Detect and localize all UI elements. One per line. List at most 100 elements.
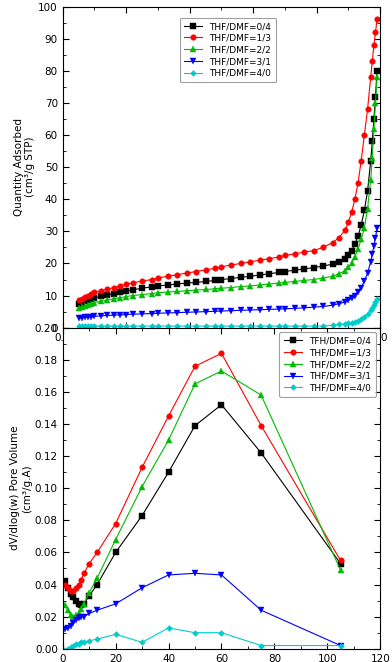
THF/DMF=3/1 xyxy=(65,624,71,632)
THF/DMF=3/1 xyxy=(98,312,103,320)
THF/DMF=4/0 xyxy=(140,322,144,330)
THF/DMF=3/1 xyxy=(92,312,97,320)
THF/DMF=3/1 xyxy=(89,313,94,321)
THF/DMF=4/0 xyxy=(149,322,154,330)
THF/DMF=3/1 xyxy=(76,614,81,622)
THF/DMF=2/2 xyxy=(156,289,160,297)
THF/DMF=4/0 xyxy=(89,322,94,330)
THF/DMF=2/2 xyxy=(259,391,263,399)
THF/DMF=1/3 xyxy=(267,255,271,263)
THF/DMF=0/4 xyxy=(302,265,307,273)
THF/DMF=2/2 xyxy=(166,436,171,444)
TFH/DMF=0/4 xyxy=(219,401,224,408)
THF/DMF=2/2 xyxy=(276,279,281,287)
THF/DMF=2/2 xyxy=(356,245,360,253)
Y-axis label: Quantity Adsorbed
(cm³/g STP): Quantity Adsorbed (cm³/g STP) xyxy=(14,118,35,216)
THF/DMF=1/3 xyxy=(257,256,262,264)
THF/DMF=2/2 xyxy=(362,224,367,232)
THF/DMF=0/4 xyxy=(359,221,363,229)
THF/DMF=2/2 xyxy=(292,277,297,285)
THF/DMF=4/0 xyxy=(71,641,76,649)
THF/DMF=1/3 xyxy=(349,208,354,216)
THF/DMF=3/1 xyxy=(372,242,376,250)
THF/DMF=1/3 xyxy=(229,261,233,269)
THF/DMF=2/2 xyxy=(105,296,109,304)
THF/DMF=2/2 xyxy=(130,291,135,299)
THF/DMF=0/4 xyxy=(219,275,224,283)
THF/DMF=1/3 xyxy=(156,274,160,282)
THF/DMF=0/4 xyxy=(283,267,287,275)
THF/DMF=1/3 xyxy=(130,279,135,287)
THF/DMF=1/3 xyxy=(372,41,376,49)
THF/DMF=3/1 xyxy=(74,616,78,624)
Line: THF/DMF=1/3: THF/DMF=1/3 xyxy=(76,17,380,303)
THF/DMF=4/0 xyxy=(166,624,171,632)
THF/DMF=2/2 xyxy=(76,610,81,618)
X-axis label: Relative Pressure (P/Po): Relative Pressure (P/Po) xyxy=(155,346,288,355)
THF/DMF=4/0 xyxy=(74,640,78,648)
THF/DMF=0/4 xyxy=(89,295,94,303)
THF/DMF=0/4 xyxy=(140,284,144,292)
THF/DMF=0/4 xyxy=(356,232,360,240)
THF/DMF=2/2 xyxy=(372,124,376,132)
THF/DMF=4/0 xyxy=(349,318,354,326)
THF/DMF=4/0 xyxy=(219,629,224,637)
THF/DMF=2/2 xyxy=(248,282,252,290)
THF/DMF=3/1 xyxy=(321,303,325,310)
Y-axis label: dV/dlog(w) Pore Volume
(cm³/g.A): dV/dlog(w) Pore Volume (cm³/g.A) xyxy=(10,426,32,551)
THF/DMF=1/3 xyxy=(92,289,97,297)
THF/DMF=4/0 xyxy=(83,322,87,330)
THF/DMF=0/4 xyxy=(184,279,189,287)
THF/DMF=1/3 xyxy=(83,293,87,301)
THF/DMF=0/4 xyxy=(267,270,271,278)
THF/DMF=1/3 xyxy=(192,362,197,370)
THF/DMF=4/0 xyxy=(321,322,325,330)
Line: THF/DMF=1/3: THF/DMF=1/3 xyxy=(63,351,343,594)
THF/DMF=4/0 xyxy=(192,629,197,637)
Line: THF/DMF=2/2: THF/DMF=2/2 xyxy=(63,368,343,620)
THF/DMF=1/3 xyxy=(63,581,68,589)
THF/DMF=4/0 xyxy=(79,638,83,646)
THF/DMF=2/2 xyxy=(338,566,343,574)
THF/DMF=3/1 xyxy=(276,305,281,313)
THF/DMF=0/4 xyxy=(130,286,135,294)
THF/DMF=4/0 xyxy=(165,322,170,330)
THF/DMF=1/3 xyxy=(140,277,144,285)
THF/DMF=2/2 xyxy=(203,285,208,293)
THF/DMF=4/0 xyxy=(203,322,208,330)
THF/DMF=4/0 xyxy=(372,301,376,308)
THF/DMF=2/2 xyxy=(349,260,354,267)
THF/DMF=2/2 xyxy=(219,284,224,292)
TFH/DMF=0/4 xyxy=(338,559,343,567)
THF/DMF=3/1 xyxy=(311,303,316,311)
THF/DMF=0/4 xyxy=(276,269,281,277)
THF/DMF=2/2 xyxy=(267,280,271,288)
THF/DMF=3/1 xyxy=(156,309,160,317)
THF/DMF=3/1 xyxy=(219,571,224,579)
THF/DMF=3/1 xyxy=(118,311,122,319)
THF/DMF=4/0 xyxy=(76,322,81,330)
THF/DMF=2/2 xyxy=(149,290,154,298)
TFH/DMF=0/4 xyxy=(79,602,83,610)
THF/DMF=1/3 xyxy=(175,271,180,279)
THF/DMF=4/0 xyxy=(111,322,116,330)
THF/DMF=4/0 xyxy=(359,315,363,323)
THF/DMF=2/2 xyxy=(302,277,307,285)
THF/DMF=2/2 xyxy=(330,272,335,280)
TFH/DMF=0/4 xyxy=(68,591,73,598)
THF/DMF=3/1 xyxy=(302,304,307,312)
THF/DMF=1/3 xyxy=(343,226,348,234)
THF/DMF=1/3 xyxy=(79,576,83,584)
Line: THF/DMF=0/4: THF/DMF=0/4 xyxy=(76,68,380,307)
THF/DMF=3/1 xyxy=(203,308,208,316)
THF/DMF=3/1 xyxy=(346,297,351,305)
THF/DMF=1/3 xyxy=(219,350,224,357)
THF/DMF=3/1 xyxy=(257,306,262,314)
THF/DMF=0/4 xyxy=(156,282,160,290)
THF/DMF=1/3 xyxy=(248,258,252,266)
THF/DMF=2/2 xyxy=(368,176,373,184)
TFH/DMF=0/4 xyxy=(95,581,100,589)
THF/DMF=4/0 xyxy=(118,322,122,330)
THF/DMF=1/3 xyxy=(140,463,144,471)
THF/DMF=1/3 xyxy=(118,282,122,290)
